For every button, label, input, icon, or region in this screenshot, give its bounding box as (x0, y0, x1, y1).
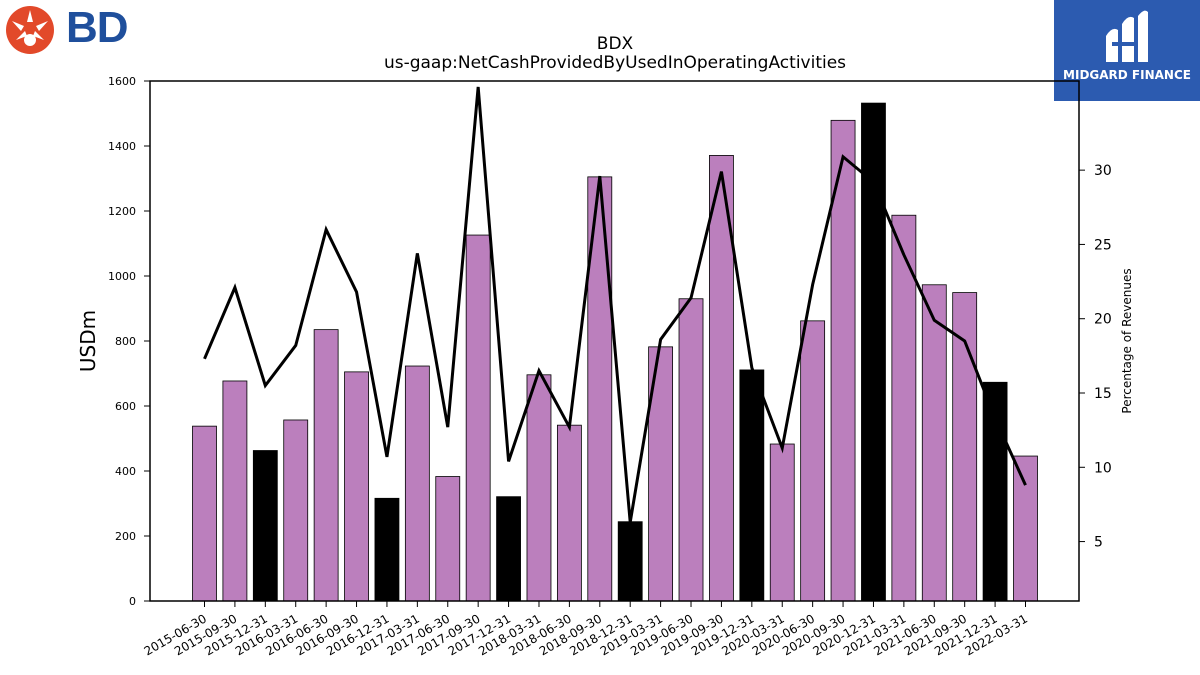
bar-2016-03-31 (283, 419, 309, 602)
y-tick-label: 600 (115, 400, 136, 413)
bar-2019-12-31 (739, 369, 765, 602)
bar-2018-06-30 (556, 424, 582, 602)
chart-subtitle: us-gaap:NetCashProvidedByUsedInOperating… (384, 53, 846, 73)
y2-tick-label: 5 (1094, 535, 1103, 551)
y-tick-label: 400 (115, 465, 136, 478)
bar-2017-03-31 (404, 365, 430, 602)
y2-tick-label: 20 (1094, 312, 1112, 328)
y2-tick-label: 15 (1094, 386, 1112, 402)
bar-2018-12-31 (617, 521, 643, 602)
bar-2021-03-31 (891, 214, 917, 602)
bar-2017-06-30 (435, 476, 461, 602)
y-tick-label: 0 (129, 595, 136, 608)
bar-2020-03-31 (769, 443, 795, 602)
y-tick-label: 1200 (108, 205, 136, 218)
line-group (203, 86, 1027, 523)
bar-2015-06-30 (192, 425, 217, 602)
bar-2019-06-30 (678, 298, 704, 602)
bar-2021-09-30 (952, 292, 978, 602)
bar-2016-12-31 (374, 497, 400, 602)
x-axis-ticks: 2015-06-302015-09-302015-12-312016-03-31… (142, 601, 1030, 658)
bar-2015-09-30 (222, 380, 248, 602)
y2-tick-label: 25 (1094, 237, 1112, 253)
bar-2022-03-31 (1013, 455, 1038, 602)
bar-2015-12-31 (252, 450, 278, 602)
y-tick-label: 1000 (108, 270, 136, 283)
bar-2017-09-30 (465, 234, 491, 602)
right-axis-ticks: 5 10 15 20 25 30 (1079, 163, 1112, 551)
y2-axis-label: Percentage of Revenues (1120, 268, 1134, 413)
y-tick-label: 200 (115, 530, 136, 543)
bars-group (192, 102, 1038, 602)
bd-logo-text: BD (66, 3, 129, 52)
bar-2020-06-30 (800, 320, 826, 602)
bar-2016-06-30 (313, 329, 339, 602)
bar-2021-06-30 (921, 284, 947, 602)
bar-2017-12-31 (496, 496, 521, 602)
left-axis-ticks: 0 200 400 600 800 1000 1200 1400 1600 (108, 75, 150, 608)
midgard-mark-icon (1106, 10, 1148, 63)
bar-2020-09-30 (830, 119, 856, 602)
bar-2018-03-31 (526, 374, 552, 602)
bar-2016-09-30 (344, 371, 369, 602)
chart-title: BDX (597, 34, 634, 54)
y-tick-label: 1600 (108, 75, 136, 88)
bar-2020-12-31 (861, 102, 886, 602)
percentage-of-revenues-line (203, 86, 1027, 523)
y-axis-label: USDm (76, 310, 100, 372)
bd-logo (6, 6, 54, 54)
y2-tick-label: 10 (1094, 460, 1112, 476)
y-tick-label: 800 (115, 335, 136, 348)
midgard-logo-text: MIDGARD FINANCE (1063, 68, 1191, 82)
y-tick-label: 1400 (108, 140, 136, 153)
y2-tick-label: 30 (1094, 163, 1112, 179)
bd-sunburst-icon (6, 6, 54, 54)
